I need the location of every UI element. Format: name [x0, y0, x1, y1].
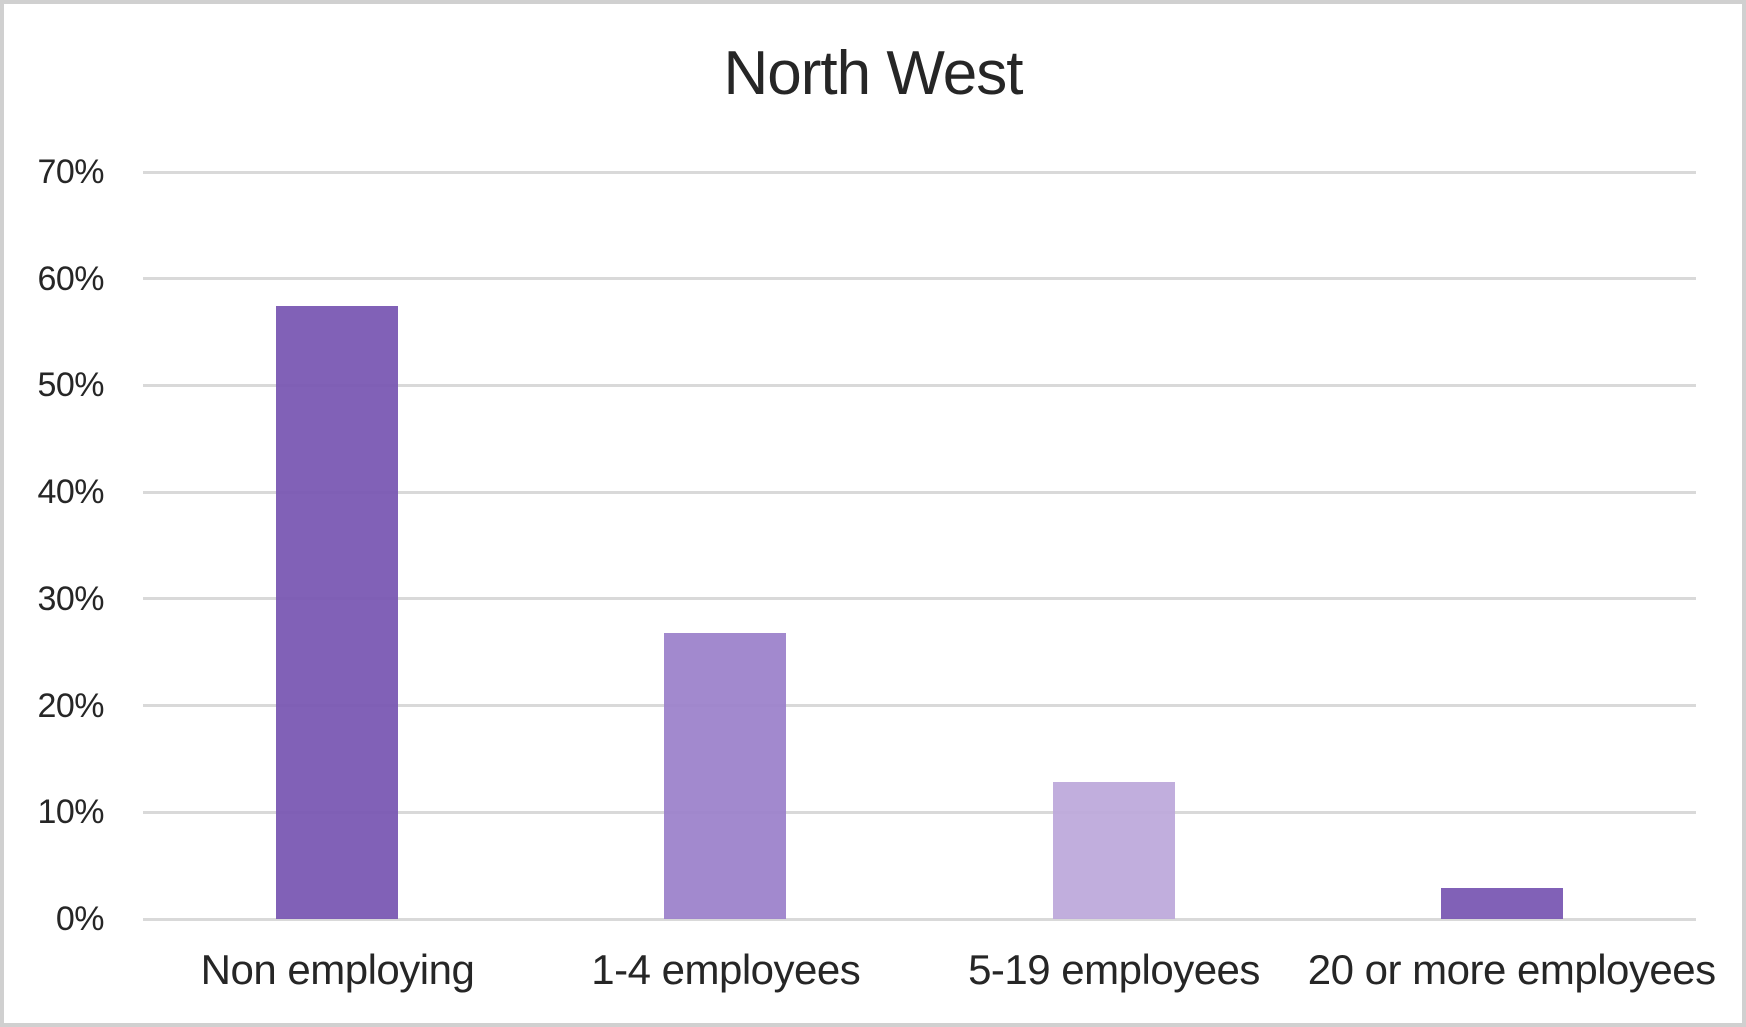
plot-area	[143, 170, 1696, 921]
y-axis-tick-label: 70%	[37, 153, 104, 191]
y-axis-tick-label: 20%	[37, 686, 104, 725]
y-axis-tick-label: 60%	[37, 259, 104, 298]
y-axis-tick-label: 0%	[55, 900, 105, 938]
gridline	[143, 704, 1696, 708]
gridline	[143, 597, 1696, 601]
x-axis-category-label: Non employing	[200, 946, 475, 993]
gridline	[143, 810, 1696, 814]
bar-non-employing	[276, 306, 399, 919]
bar-1-4-employees	[664, 633, 787, 919]
y-axis-tick-label: 30%	[37, 579, 104, 618]
gridline	[143, 383, 1696, 387]
y-axis-tick-label: 50%	[37, 366, 104, 405]
chart-title: North West	[723, 39, 1024, 108]
x-axis-category-label: 5-19 employees	[968, 946, 1260, 993]
gridline	[143, 277, 1696, 281]
bar-20-or-more-employees	[1440, 888, 1563, 919]
gridline	[143, 170, 1696, 174]
gridline	[143, 490, 1696, 494]
gridline	[143, 917, 1696, 921]
y-axis-tick-label: 10%	[37, 793, 104, 832]
x-axis-category-label: 20 or more employees	[1307, 946, 1716, 993]
bar-5-19-employees	[1052, 782, 1175, 919]
y-axis-tick-label: 40%	[37, 473, 104, 512]
x-axis-category-label: 1-4 employees	[591, 946, 861, 993]
